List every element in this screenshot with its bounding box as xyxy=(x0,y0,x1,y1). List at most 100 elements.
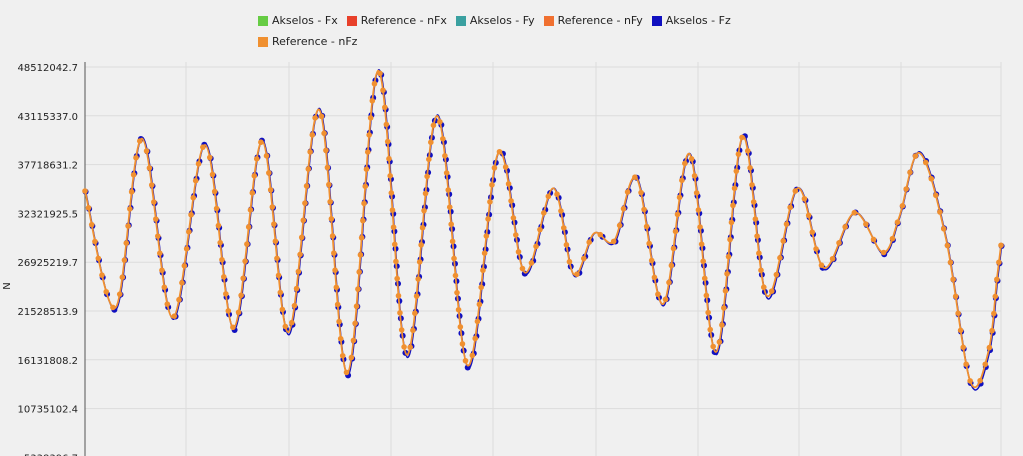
data-point-reference-nfz xyxy=(143,148,150,154)
data-point-reference-nfz xyxy=(415,276,421,282)
data-point-reference-nfz xyxy=(350,337,357,344)
data-point-reference-nfz xyxy=(366,132,372,138)
data-point-reference-nfz xyxy=(119,274,126,281)
data-point-reference-nfz xyxy=(179,279,185,286)
data-point-reference-nfz xyxy=(955,310,961,317)
data-point-reference-nfz xyxy=(580,255,587,262)
legend-item-reference-nfy[interactable]: Reference - nFy xyxy=(543,14,643,27)
legend-swatch-akselos-fx xyxy=(258,15,268,26)
data-point-reference-nfz xyxy=(136,138,143,144)
legend-item-akselos-fy[interactable]: Akselos - Fy xyxy=(455,14,535,27)
data-point-reference-nfz xyxy=(721,305,727,311)
data-point-reference-nfz xyxy=(459,341,466,347)
data-point-reference-nfz xyxy=(279,306,286,313)
data-point-reference-nfz xyxy=(813,246,819,252)
data-point-reference-nfz xyxy=(783,221,790,227)
data-point-reference-nfz xyxy=(153,216,159,222)
data-point-reference-nfz xyxy=(693,190,700,196)
data-point-reference-nfz xyxy=(957,327,964,334)
data-point-reference-nfz xyxy=(312,115,318,121)
data-point-reference-nfz xyxy=(355,286,361,292)
data-point-reference-nfz xyxy=(638,189,644,196)
data-point-reference-nfz xyxy=(676,194,683,201)
data-point-reference-nfz xyxy=(328,216,335,222)
data-point-reference-nfz xyxy=(688,156,695,162)
data-point-reference-nfz xyxy=(421,207,427,214)
data-point-reference-nfz xyxy=(451,255,457,262)
data-point-reference-nfz xyxy=(353,303,360,310)
data-point-reference-nfz xyxy=(171,313,178,319)
legend-item-reference-nfx[interactable]: Reference - nFx xyxy=(346,14,447,27)
data-point-reference-nfz xyxy=(728,219,735,226)
data-point-reference-nfz xyxy=(533,243,539,250)
data-point-reference-nfz xyxy=(307,149,313,155)
data-point-reference-nfz xyxy=(424,173,430,180)
data-point-reference-nfz xyxy=(705,309,711,316)
data-point-reference-nfz xyxy=(380,87,386,94)
data-point-reference-nfz xyxy=(922,159,929,166)
data-point-reference-nfz xyxy=(103,288,110,295)
data-point-reference-nfz xyxy=(159,267,165,274)
legend-swatch-akselos-fy xyxy=(455,15,466,26)
data-point-reference-nfz xyxy=(127,206,133,212)
data-point-reference-nfz xyxy=(430,122,437,129)
data-point-reference-nfz xyxy=(361,200,367,207)
data-point-reference-nfz xyxy=(739,134,745,141)
data-point-reference-nfz xyxy=(440,135,446,142)
data-point-reference-nfz xyxy=(263,153,270,159)
data-point-reference-nfz xyxy=(960,344,967,351)
data-point-reference-nfz xyxy=(213,205,220,212)
data-point-reference-nfz xyxy=(749,182,755,188)
data-point-reference-nfz xyxy=(176,296,182,303)
data-point-reference-nfz xyxy=(643,223,650,230)
data-point-reference-nfz xyxy=(716,339,723,345)
data-point-reference-nfz xyxy=(502,164,509,170)
data-point-reference-nfz xyxy=(754,233,760,239)
series-group xyxy=(82,68,1005,391)
data-point-reference-nfz xyxy=(401,344,407,350)
data-point-reference-nfz xyxy=(691,173,698,179)
data-point-reference-nfz xyxy=(668,262,675,269)
data-point-reference-nfz xyxy=(324,164,331,171)
data-point-reference-nfz xyxy=(722,288,729,294)
data-point-reference-nfz xyxy=(851,209,858,216)
chart-legend: Akselos - Fx Reference - nFx Akselos - F… xyxy=(258,10,758,52)
data-point-reference-nfz xyxy=(416,259,423,265)
data-point-reference-nfz xyxy=(272,238,279,245)
data-point-reference-nfz xyxy=(773,271,780,278)
data-point-reference-nfz xyxy=(698,241,705,247)
data-point-reference-nfz xyxy=(289,319,295,326)
data-point-reference-nfz xyxy=(209,171,216,178)
data-point-reference-nfz xyxy=(395,292,402,299)
data-point-reference-nfz xyxy=(251,173,258,179)
data-point-reference-nfz xyxy=(787,204,793,211)
legend-label-akselos-fz: Akselos - Fz xyxy=(665,14,731,27)
gridlines xyxy=(85,62,1002,456)
data-point-reference-nfz xyxy=(792,188,799,194)
data-point-reference-nfz xyxy=(85,204,92,211)
data-point-reference-nfz xyxy=(146,165,153,171)
data-point-reference-nfz xyxy=(730,202,736,209)
data-point-reference-nfz xyxy=(321,130,327,137)
data-point-reference-nfz xyxy=(121,257,128,263)
data-point-reference-nfz xyxy=(219,256,225,263)
data-point-reference-nfz xyxy=(188,211,194,218)
data-point-reference-nfz xyxy=(211,188,218,195)
data-point-reference-nfz xyxy=(445,187,452,193)
data-point-reference-nfz xyxy=(457,324,464,330)
data-point-reference-nfz xyxy=(151,199,157,205)
data-point-reference-nfz xyxy=(944,242,951,249)
data-point-reference-nfz xyxy=(339,352,346,359)
data-point-reference-nfz xyxy=(648,257,655,264)
data-point-reference-nfz xyxy=(336,318,342,325)
legend-item-akselos-fx[interactable]: Akselos - Fx xyxy=(258,14,338,27)
data-point-reference-nfz xyxy=(695,207,702,213)
legend-item-reference-nfz[interactable]: Reference - nFz xyxy=(258,35,357,48)
data-point-reference-nfz xyxy=(382,104,388,111)
data-point-reference-nfz xyxy=(540,210,547,216)
data-point-reference-nfz xyxy=(670,245,677,252)
legend-item-akselos-fz[interactable]: Akselos - Fz xyxy=(651,14,731,27)
data-point-reference-nfz xyxy=(674,211,681,218)
data-point-reference-nfz xyxy=(747,165,753,171)
